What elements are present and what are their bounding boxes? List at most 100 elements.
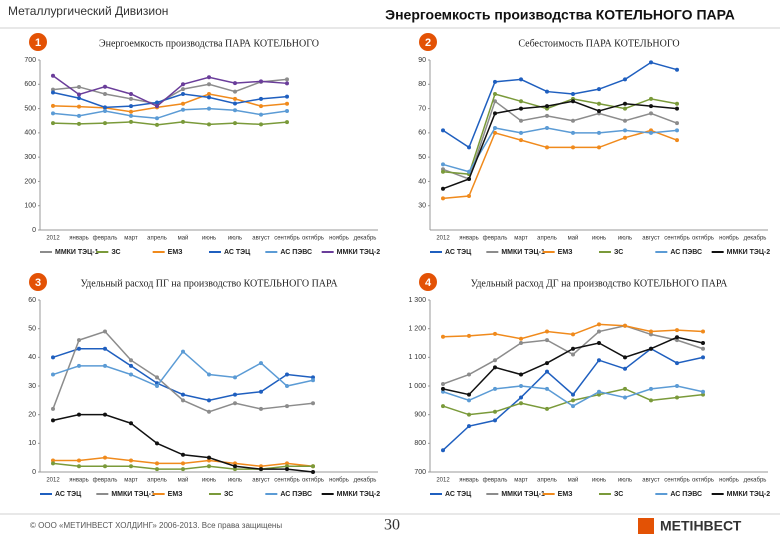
x-tick-label: февраль — [483, 236, 508, 242]
data-point — [207, 95, 211, 100]
y-tick-label: 0 — [32, 469, 36, 476]
data-point — [181, 101, 185, 106]
data-point — [701, 392, 705, 397]
data-point — [597, 341, 601, 345]
data-point — [545, 126, 549, 130]
data-point — [155, 441, 159, 446]
data-point — [597, 389, 601, 394]
x-tick-label: сентябрь — [664, 478, 690, 484]
data-point — [77, 84, 81, 89]
series-line — [442, 61, 678, 149]
data-point — [51, 73, 55, 78]
badge — [29, 273, 47, 291]
badge-label: 4 — [425, 277, 432, 289]
x-tick-label: декабрь — [354, 478, 377, 484]
x-tick-label: июнь — [202, 478, 216, 484]
data-point — [597, 322, 601, 327]
x-tick-label: апрель — [147, 236, 167, 242]
series-line — [442, 100, 678, 180]
y-tick-label: 500 — [24, 105, 36, 112]
data-point — [181, 119, 185, 124]
y-tick-label: 700 — [414, 469, 426, 476]
data-point — [285, 372, 289, 377]
x-tick-label: декабрь — [744, 236, 767, 242]
data-point — [649, 398, 653, 403]
data-point — [597, 145, 601, 150]
data-point — [311, 464, 315, 469]
x-tick-label: июль — [618, 478, 632, 484]
data-point — [285, 120, 289, 125]
legend-label: ММКИ ТЭЦ-2 — [337, 249, 381, 256]
legend-label: АС ТЭЦ — [445, 249, 472, 256]
data-point — [77, 96, 81, 101]
y-tick-label: 1 100 — [408, 354, 426, 361]
data-point — [675, 128, 679, 133]
data-point — [51, 121, 55, 126]
data-point — [155, 100, 159, 105]
y-tick-label: 30 — [418, 203, 426, 210]
data-point — [103, 121, 107, 126]
data-point — [649, 96, 653, 101]
badge-label: 3 — [35, 277, 41, 289]
data-point — [623, 128, 627, 133]
y-tick-label: 1 200 — [408, 326, 426, 333]
data-point — [259, 464, 263, 469]
x-tick-label: апрель — [537, 478, 557, 484]
x-tick-label: июль — [618, 236, 632, 242]
legend-label: ЕМЗ — [168, 249, 184, 256]
data-point — [597, 358, 601, 363]
x-tick-label: 2012 — [436, 236, 450, 242]
data-point — [103, 105, 107, 110]
data-point — [233, 461, 237, 466]
series-line — [442, 127, 678, 173]
data-point — [493, 126, 497, 130]
data-point — [233, 108, 237, 113]
data-point — [493, 79, 497, 84]
data-point — [571, 392, 575, 397]
x-tick-label: апрель — [147, 478, 167, 484]
data-point — [155, 467, 159, 472]
y-tick-label: 30 — [28, 383, 36, 390]
data-point — [467, 194, 471, 198]
data-point — [597, 109, 601, 113]
data-point — [571, 346, 575, 351]
data-point — [441, 186, 445, 191]
data-point — [51, 87, 55, 92]
data-point — [181, 392, 185, 397]
data-point — [259, 112, 263, 117]
x-tick-label: август — [252, 478, 270, 484]
data-point — [519, 118, 523, 123]
data-point — [571, 99, 575, 104]
x-tick-label: февраль — [93, 478, 118, 484]
slide-title: Энергоемкость производства КОТЕЛЬНОГО ПА… — [385, 7, 735, 23]
data-point — [675, 138, 679, 143]
series-line — [52, 91, 288, 109]
data-point — [51, 372, 55, 377]
data-point — [77, 92, 81, 97]
x-tick-label: апрель — [537, 236, 557, 242]
legend-label: АС ПЭВС — [280, 249, 312, 256]
data-point — [155, 461, 159, 466]
data-point — [103, 464, 107, 469]
badge-label: 1 — [35, 37, 41, 49]
data-point — [233, 467, 237, 472]
x-tick-label: сентябрь — [274, 236, 300, 242]
data-point — [285, 109, 289, 113]
data-point — [155, 104, 159, 109]
data-point — [467, 169, 471, 174]
x-tick-label: январь — [459, 236, 478, 242]
x-tick-label: 2012 — [436, 478, 450, 484]
y-tick-label: 70 — [418, 105, 426, 112]
data-point — [441, 448, 445, 453]
y-tick-label: 90 — [418, 57, 426, 64]
data-point — [675, 67, 679, 72]
data-point — [77, 104, 81, 109]
data-point — [51, 458, 55, 463]
x-tick-label: март — [514, 478, 528, 484]
data-point — [441, 162, 445, 167]
data-point — [233, 81, 237, 86]
data-point — [155, 116, 159, 121]
data-point — [51, 461, 55, 466]
data-point — [493, 130, 497, 135]
y-tick-label: 10 — [28, 440, 36, 447]
